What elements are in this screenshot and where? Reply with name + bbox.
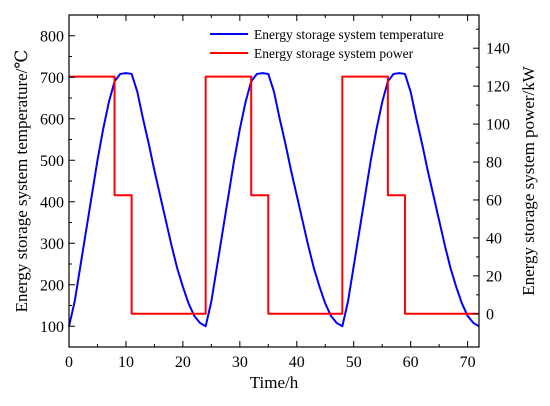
ticks: [68, 15, 479, 347]
left-y-tick-label: 200: [40, 277, 64, 294]
x-tick-label: 60: [403, 354, 419, 371]
axes-frame: [68, 14, 480, 348]
right-y-tick-label: 20: [486, 268, 502, 285]
right-y-axis-title: Energy storage system power/kW: [519, 65, 538, 296]
right-y-tick-label: 100: [486, 117, 510, 134]
tick-labels: 0 10 20 30 40 50 60 70 100 200 300 400 500 600 700 800 0…: [40, 28, 510, 371]
x-tick-label: 10: [118, 354, 134, 371]
right-y-tick-label: 40: [486, 230, 502, 247]
x-tick-label: 40: [289, 354, 305, 371]
x-tick-label: 50: [346, 354, 362, 371]
left-y-tick-label: 100: [40, 319, 64, 336]
legend-label-power: Energy storage system power: [254, 46, 414, 61]
right-y-tick-label: 120: [486, 79, 510, 96]
right-y-tick-label: 0: [486, 306, 494, 323]
left-y-tick-label: 600: [40, 111, 64, 128]
x-axis-title: Time/h: [250, 373, 299, 392]
right-y-tick-label: 80: [486, 155, 502, 172]
plot-lines: [68, 72, 480, 328]
left-y-tick-label: 700: [40, 70, 64, 87]
x-tick-label: 20: [175, 354, 191, 371]
legend: Energy storage system temperature Energy …: [210, 27, 444, 61]
legend-label-temperature: Energy storage system temperature: [254, 27, 444, 42]
left-y-axis-title: Energy storage system temperature/℃: [12, 50, 31, 313]
x-tick-label: 0: [65, 354, 73, 371]
left-y-tick-label: 500: [40, 153, 64, 170]
right-y-tick-label: 140: [486, 41, 510, 58]
x-tick-label: 30: [232, 354, 248, 371]
left-y-tick-label: 400: [40, 194, 64, 211]
power-series-line: [69, 75, 479, 315]
plot-frame: [68, 14, 480, 348]
x-tick-label: 70: [460, 354, 476, 371]
temperature-series-line: [68, 72, 480, 328]
left-y-tick-label: 300: [40, 236, 64, 253]
left-y-tick-label: 800: [40, 28, 64, 45]
right-y-tick-label: 60: [486, 192, 502, 209]
